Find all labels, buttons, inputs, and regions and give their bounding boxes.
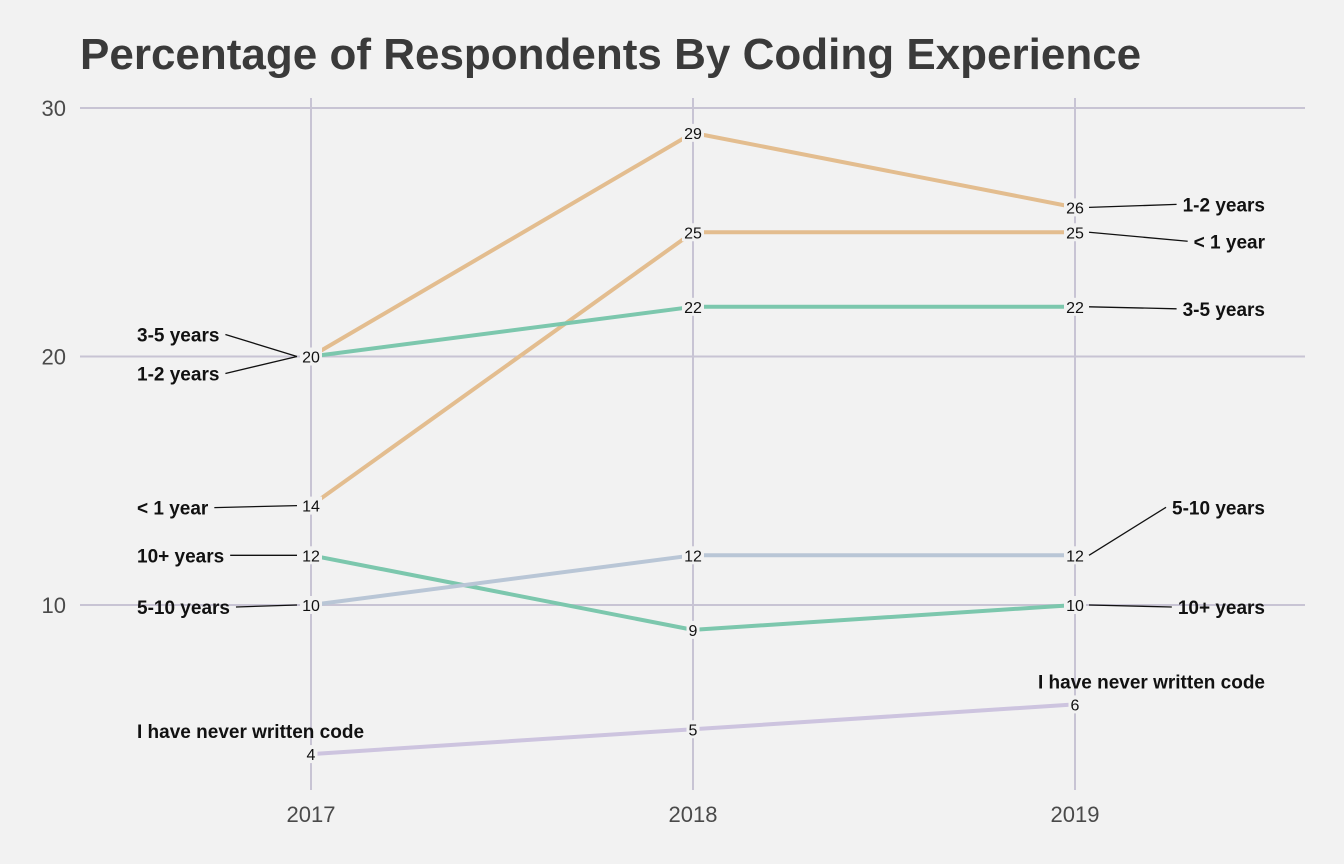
value-label-2017-10-years: 12 [302,548,320,565]
value-label-2019-1-year: 25 [1066,225,1084,242]
value-label-2019-i-have-never-written-code: 6 [1071,697,1080,714]
series-label-right-10-years: 10+ years [1178,598,1265,619]
chart-title: Percentage of Respondents By Coding Expe… [80,30,1142,79]
value-label-2017-1-year: 14 [302,499,320,516]
series-label-left-10-years: 10+ years [137,546,224,567]
value-label-2018-1-2-years: 29 [684,126,702,143]
value-label-2018-i-have-never-written-code: 5 [689,722,698,739]
value-label-2018-10-years: 9 [689,623,698,640]
value-label-2018-5-10-years: 12 [684,548,702,565]
value-label-bg [1064,223,1086,242]
value-label-2017-1-2-years: 20 [302,350,320,367]
series-label-left-1-2-years: 1-2 years [137,365,219,386]
leader-line-left-5-10-years [235,604,298,608]
leader-line-left-1-year [214,504,298,509]
leader-line-right-5-10-years [1088,506,1167,556]
value-label-2017-5-10-years: 10 [302,598,320,615]
value-label-bg [682,223,704,242]
value-label-bg [1064,546,1086,565]
x-tick-label-2017: 2017 [287,802,336,827]
series-label-right-i-have-never-written-code: I have never written code [1038,672,1265,693]
value-label-bg [300,596,322,614]
value-label-bg [300,496,322,515]
value-label-bg [300,347,322,366]
value-label-2019-3-5-years: 22 [1066,300,1084,317]
value-label-bg [304,745,318,764]
value-label-2019-1-2-years: 26 [1066,200,1084,217]
y-tick-label-20: 20 [42,345,66,370]
series-label-right-1-year: < 1 year [1194,232,1266,253]
value-label-2019-5-10-years: 12 [1066,548,1084,565]
value-label-bg [1064,596,1086,614]
series-label-left-1-year: < 1 year [137,499,209,520]
value-label-bg [686,620,700,639]
value-label-bg [682,546,704,565]
leader-line-right-10-years [1088,604,1172,608]
value-labels: 20 29 26 14 25 25 22 22 12 9 10 10 12 12 4 5 6 [300,123,1086,764]
leader-line-left-1-2-years [225,355,298,375]
value-label-2017-i-have-never-written-code: 4 [307,747,316,764]
x-tick-label-2018: 2018 [669,802,718,827]
value-label-bg [682,297,704,316]
value-label-bg [686,720,700,739]
series-label-right-3-5-years: 3-5 years [1183,300,1265,321]
series-labels: 1-2 years 1-2 years < 1 year < 1 year 3-5 ye… [137,195,1266,743]
series-label-right-5-10-years: 5-10 years [1172,498,1265,519]
leader-line-left-3-5-years [225,333,298,358]
value-label-2018-3-5-years: 22 [684,300,702,317]
value-label-bg [1068,695,1082,714]
y-tick-label-30: 30 [42,96,66,121]
series-label-right-1-2-years: 1-2 years [1183,195,1265,216]
value-label-2018-1-year: 25 [684,225,702,242]
series-label-left-5-10-years: 5-10 years [137,598,230,619]
grid: 2017 2018 2019 10 20 30 [42,96,1305,827]
value-label-bg [1064,198,1086,217]
leader-line-right-1-year [1088,231,1188,242]
leader-line-right-3-5-years [1088,306,1177,310]
value-label-bg [1064,297,1086,316]
series-label-left-3-5-years: 3-5 years [137,326,219,347]
value-label-bg [300,546,322,565]
x-tick-label-2019: 2019 [1051,802,1100,827]
leader-line-right-1-2-years [1088,203,1177,209]
leader-lines [214,203,1188,608]
value-label-bg [682,123,704,142]
y-tick-label-10: 10 [42,593,66,618]
series-label-left-i-have-never-written-code: I have never written code [137,722,364,743]
value-label-2019-10-years: 10 [1066,598,1084,615]
